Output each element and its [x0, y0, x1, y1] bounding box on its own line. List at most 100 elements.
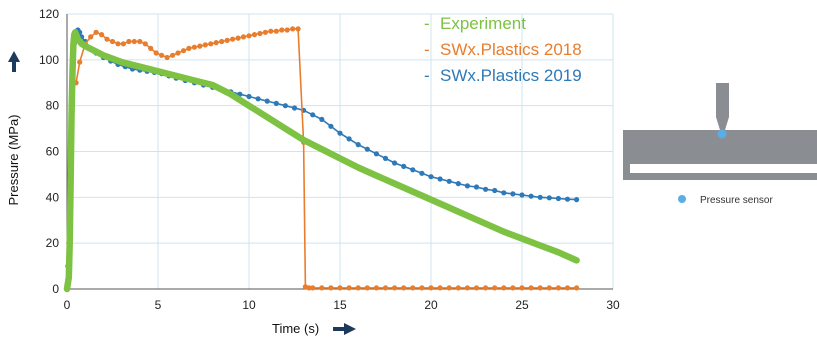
legend-dash-swx-2019: - — [424, 66, 430, 85]
data-point-swx-plastics-2018 — [310, 285, 316, 291]
y-axis-arrow-icon — [8, 51, 20, 72]
y-tick-label: 0 — [52, 282, 59, 296]
data-point-swx-plastics-2019 — [310, 112, 316, 118]
data-point-swx-plastics-2018 — [131, 38, 137, 45]
data-point-swx-plastics-2018 — [115, 41, 121, 47]
x-tick-label: 20 — [424, 298, 438, 312]
data-point-swx-plastics-2018 — [519, 285, 525, 291]
y-tick-label: 40 — [46, 190, 60, 204]
data-point-swx-plastics-2019 — [355, 142, 361, 148]
data-point-swx-plastics-2018 — [501, 285, 507, 291]
x-tick-label: 30 — [606, 298, 620, 312]
data-point-swx-plastics-2018 — [268, 28, 274, 34]
nozzle-tip — [716, 117, 729, 130]
y-tick-labels: 0 20 40 60 80 100 120 — [39, 7, 59, 296]
legend: - Experiment - SWx.Plastics 2018 - SWx.P… — [424, 14, 582, 85]
data-point-swx-plastics-2019 — [428, 174, 434, 180]
data-point-swx-plastics-2018 — [410, 285, 416, 291]
data-point-swx-plastics-2018 — [306, 285, 312, 291]
data-point-swx-plastics-2018 — [153, 50, 159, 56]
data-point-swx-plastics-2018 — [120, 41, 126, 47]
data-point-swx-plastics-2018 — [230, 36, 236, 42]
data-point-swx-plastics-2018 — [208, 41, 214, 47]
data-point-swx-plastics-2018 — [126, 38, 132, 45]
data-point-swx-plastics-2018 — [164, 54, 170, 61]
data-point-swx-plastics-2018 — [148, 45, 154, 52]
grid — [67, 13, 614, 289]
data-point-swx-plastics-2019 — [273, 100, 279, 106]
data-point-swx-plastics-2018 — [446, 285, 452, 291]
data-point-swx-plastics-2019 — [346, 136, 352, 142]
x-axis-title: Time (s) — [272, 321, 319, 336]
data-point-swx-plastics-2019 — [328, 123, 334, 129]
data-point-swx-plastics-2018 — [328, 285, 334, 291]
data-point-swx-plastics-2018 — [346, 285, 352, 291]
data-point-swx-plastics-2018 — [159, 52, 165, 58]
x-tick-label: 25 — [515, 298, 529, 312]
data-point-swx-plastics-2018 — [175, 50, 181, 56]
data-point-swx-plastics-2019 — [519, 192, 525, 198]
data-point-swx-plastics-2018 — [142, 41, 148, 47]
data-point-swx-plastics-2019 — [419, 170, 425, 176]
data-point-swx-plastics-2018 — [240, 34, 247, 40]
data-point-swx-plastics-2018 — [537, 285, 543, 291]
mold-cavity-channel — [630, 164, 817, 173]
data-point-swx-plastics-2018 — [186, 45, 192, 52]
legend-item-swx-2019: SWx.Plastics 2019 — [440, 66, 582, 85]
data-point-swx-plastics-2018 — [364, 285, 370, 291]
y-axis-title-group: Pressure (MPa) — [6, 114, 21, 205]
data-point-swx-plastics-2018 — [257, 30, 263, 37]
legend-item-experiment: Experiment — [440, 14, 526, 33]
x-tick-label: 15 — [333, 298, 347, 312]
data-point-swx-plastics-2018 — [104, 36, 110, 42]
data-point-swx-plastics-2019 — [437, 176, 443, 182]
data-point-swx-plastics-2018 — [473, 285, 480, 291]
data-point-swx-plastics-2019 — [392, 160, 398, 166]
data-point-swx-plastics-2019 — [246, 93, 252, 100]
pressure-sensor-marker — [717, 129, 727, 139]
data-point-swx-plastics-2019 — [492, 187, 498, 194]
data-point-swx-plastics-2019 — [555, 195, 562, 202]
data-point-swx-plastics-2018 — [202, 42, 208, 48]
y-tick-label: 20 — [46, 236, 60, 250]
data-point-swx-plastics-2019 — [464, 183, 470, 189]
data-point-swx-plastics-2018 — [455, 285, 461, 291]
series-line-experiment — [63, 29, 580, 293]
data-point-swx-plastics-2018 — [528, 285, 534, 291]
mold-cavity-lower — [623, 173, 817, 180]
mold-diagram: Pressure sensor — [623, 83, 817, 206]
series-experiment — [63, 29, 580, 293]
data-point-swx-plastics-2019 — [564, 196, 571, 202]
data-point-swx-plastics-2018 — [483, 285, 489, 291]
data-point-swx-plastics-2018 — [93, 29, 99, 35]
data-point-swx-plastics-2018 — [235, 35, 241, 41]
data-point-swx-plastics-2018 — [319, 285, 325, 291]
mold-cavity-left-wall — [623, 164, 630, 173]
x-tick-labels: 0 5 10 15 20 25 30 — [64, 298, 620, 312]
data-point-swx-plastics-2018 — [290, 26, 296, 32]
data-point-swx-plastics-2018 — [170, 52, 176, 58]
data-point-swx-plastics-2018 — [337, 285, 343, 291]
legend-dash-experiment: - — [424, 14, 430, 33]
data-point-swx-plastics-2018 — [251, 31, 258, 38]
x-tick-label: 10 — [242, 298, 256, 312]
y-tick-label: 100 — [39, 53, 59, 67]
data-point-swx-plastics-2019 — [546, 195, 552, 201]
data-point-swx-plastics-2018 — [295, 26, 301, 32]
data-point-swx-plastics-2019 — [528, 193, 534, 199]
data-point-swx-plastics-2019 — [319, 116, 325, 122]
data-point-swx-plastics-2019 — [473, 184, 480, 190]
sensor-label: Pressure sensor — [700, 195, 773, 206]
data-point-swx-plastics-2019 — [401, 163, 407, 169]
data-point-swx-plastics-2019 — [373, 151, 379, 157]
data-point-swx-plastics-2019 — [410, 167, 416, 173]
data-point-swx-plastics-2019 — [501, 190, 507, 196]
data-point-swx-plastics-2018 — [137, 38, 143, 45]
data-point-swx-plastics-2019 — [291, 105, 298, 111]
data-point-swx-plastics-2018 — [88, 34, 94, 40]
sprue-nozzle — [716, 83, 729, 117]
data-point-swx-plastics-2018 — [355, 285, 361, 291]
series-group — [63, 26, 580, 293]
legend-dash-swx-2018: - — [424, 40, 430, 59]
